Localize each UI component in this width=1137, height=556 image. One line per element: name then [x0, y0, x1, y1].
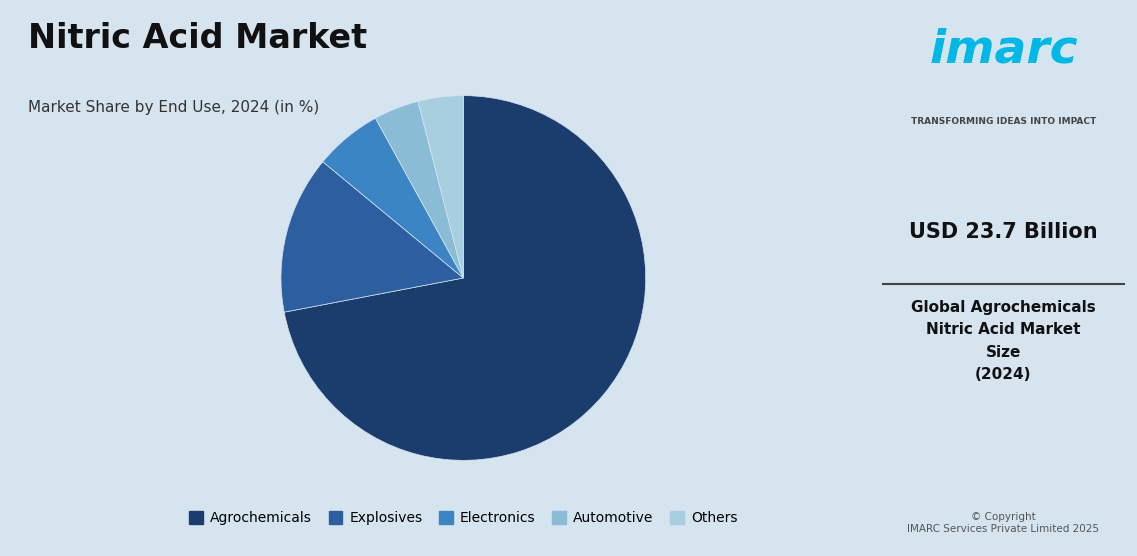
Wedge shape — [323, 118, 464, 278]
Text: imarc: imarc — [929, 28, 1078, 73]
Wedge shape — [281, 162, 464, 312]
Text: © Copyright
IMARC Services Private Limited 2025: © Copyright IMARC Services Private Limit… — [907, 512, 1099, 534]
Wedge shape — [418, 96, 464, 278]
Wedge shape — [375, 101, 464, 278]
Wedge shape — [284, 96, 646, 460]
Text: Nitric Acid Market: Nitric Acid Market — [28, 22, 367, 55]
Legend: Agrochemicals, Explosives, Electronics, Automotive, Others: Agrochemicals, Explosives, Electronics, … — [183, 506, 744, 531]
Text: Market Share by End Use, 2024 (in %): Market Share by End Use, 2024 (in %) — [28, 100, 319, 115]
Text: TRANSFORMING IDEAS INTO IMPACT: TRANSFORMING IDEAS INTO IMPACT — [911, 117, 1096, 126]
Text: USD 23.7 Billion: USD 23.7 Billion — [910, 222, 1097, 242]
Text: Global Agrochemicals
Nitric Acid Market
Size
(2024): Global Agrochemicals Nitric Acid Market … — [911, 300, 1096, 382]
